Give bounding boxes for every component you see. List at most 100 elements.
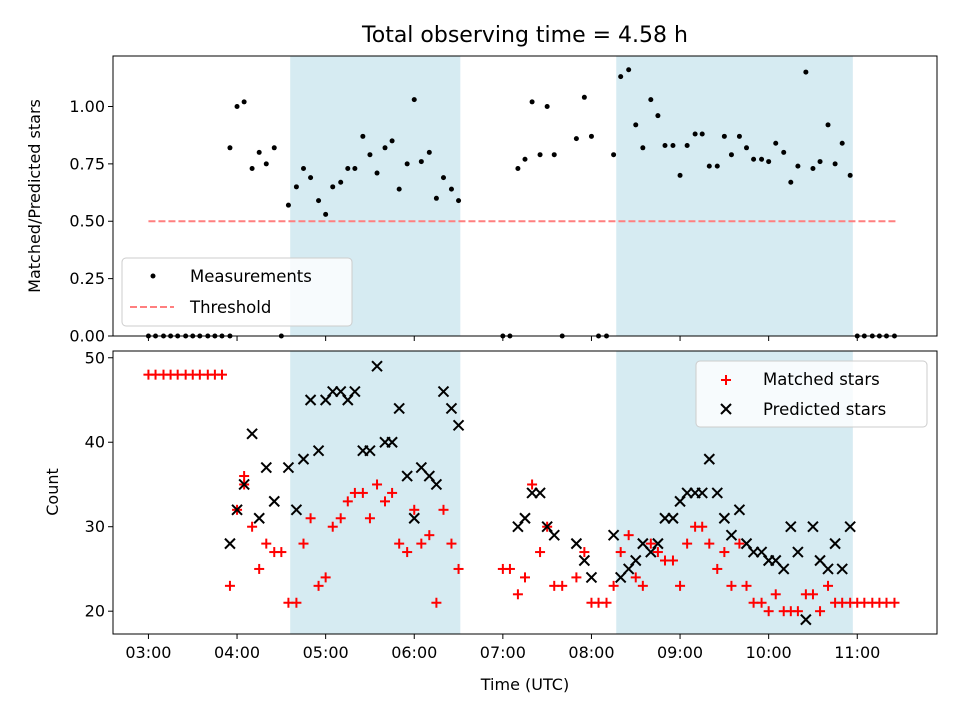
predicted-star-point (297, 453, 310, 465)
matched-star-point (770, 589, 781, 600)
measurement-point (795, 163, 801, 169)
measurement-point (300, 165, 306, 171)
measurement-point (588, 133, 594, 139)
matched-star-point (889, 597, 900, 608)
matched-star-point (726, 580, 737, 591)
measurement-point (677, 172, 683, 178)
matched-star-point (527, 479, 538, 490)
matched-star-point (512, 589, 523, 600)
predicted-star-point (452, 419, 465, 432)
matched-star-point (291, 597, 302, 608)
measurement-point (529, 99, 535, 105)
x-tick-label: 05:00 (303, 643, 349, 662)
predicted-star-point (570, 537, 583, 550)
predicted-star-point (800, 613, 812, 626)
measurement-point (522, 156, 528, 162)
measurement-point (788, 179, 794, 185)
matched-star-point (637, 580, 648, 591)
predicted-star-point (408, 512, 420, 524)
measurement-point (655, 113, 661, 119)
predicted-star-point (534, 487, 546, 499)
predicted-star-point (386, 436, 398, 448)
measurement-point (360, 133, 366, 139)
measurement-point (803, 69, 809, 75)
matched-star-point (630, 572, 641, 583)
measurement-point (241, 99, 247, 105)
predicted-star-point (725, 529, 738, 541)
predicted-star-point (282, 461, 295, 474)
top-y-tick-label: 0.25 (69, 269, 105, 288)
measurement-point (648, 97, 654, 103)
measurement-point (338, 179, 344, 185)
matched-star-point (453, 563, 464, 574)
predicted-star-point (246, 428, 258, 440)
predicted-star-point (792, 546, 804, 558)
predicted-star-point (393, 402, 405, 415)
matched-star-point (438, 504, 449, 515)
matched-star-point (756, 597, 767, 608)
x-tick-label: 06:00 (391, 643, 437, 662)
matched-star-point (741, 580, 752, 591)
matched-star-point (247, 521, 258, 532)
measurement-point (404, 161, 410, 167)
measurement-point (293, 184, 299, 190)
measurement-point (611, 152, 617, 158)
matched-star-point (823, 580, 834, 591)
matched-star-point (571, 572, 582, 583)
matched-star-point (704, 538, 715, 549)
matched-star-point (579, 547, 590, 558)
predicted-star-point (733, 504, 746, 516)
predicted-star-point (224, 537, 236, 550)
x-tick-label: 04:00 (214, 643, 260, 662)
predicted-star-point (718, 512, 731, 524)
matched-star-point (254, 563, 265, 574)
matched-star-point (815, 606, 826, 617)
matched-star-point (387, 487, 398, 498)
x-tick-label: 09:00 (657, 643, 703, 662)
predicted-star-point (304, 394, 317, 406)
matched-star-point (335, 513, 346, 524)
predicted-star-point (364, 444, 376, 457)
measurement-point (323, 211, 329, 217)
predicted-star-point (371, 360, 383, 372)
matched-star-point (520, 572, 530, 583)
measurement-point (810, 165, 816, 171)
bottom-y-tick-label: 50 (85, 348, 105, 367)
predicted-star-point (711, 487, 723, 499)
top-shaded-region (616, 56, 853, 336)
matched-star-point (394, 538, 405, 549)
measurement-point (426, 149, 432, 155)
measurement-point (781, 149, 787, 155)
measurement-point (234, 103, 240, 109)
measurement-point (728, 152, 734, 158)
matched-star-point (615, 547, 626, 558)
predicted-star-point (253, 512, 265, 524)
x-tick-label: 08:00 (568, 643, 614, 662)
predicted-star-point (807, 521, 819, 533)
legend-predicted-label: Predicted stars (763, 400, 886, 419)
bottom-shaded-region (290, 351, 461, 634)
measurement-point (759, 156, 765, 162)
matched-star-point (357, 487, 368, 498)
measurement-point (692, 131, 698, 137)
measurement-point (382, 145, 388, 151)
measurement-point (345, 165, 351, 171)
measurement-point (389, 138, 395, 144)
x-tick-label: 03:00 (125, 643, 171, 662)
measurement-point (699, 131, 705, 137)
x-tick-label: 10:00 (746, 643, 792, 662)
x-axis-label: Time (UTC) (480, 675, 569, 694)
predicted-star-point (607, 529, 620, 541)
bottom-legend: Matched stars Predicted stars (695, 360, 928, 428)
top-y-tick-label: 1.00 (69, 97, 105, 116)
measurement-point (633, 122, 639, 128)
matched-star-point (327, 521, 338, 532)
measurement-point (352, 165, 358, 171)
matched-star-point (298, 538, 309, 549)
measurement-point (544, 103, 550, 109)
matched-star-point (402, 547, 413, 558)
bottom-y-tick-label: 40 (85, 433, 105, 452)
top-axes-frame (112, 55, 938, 337)
